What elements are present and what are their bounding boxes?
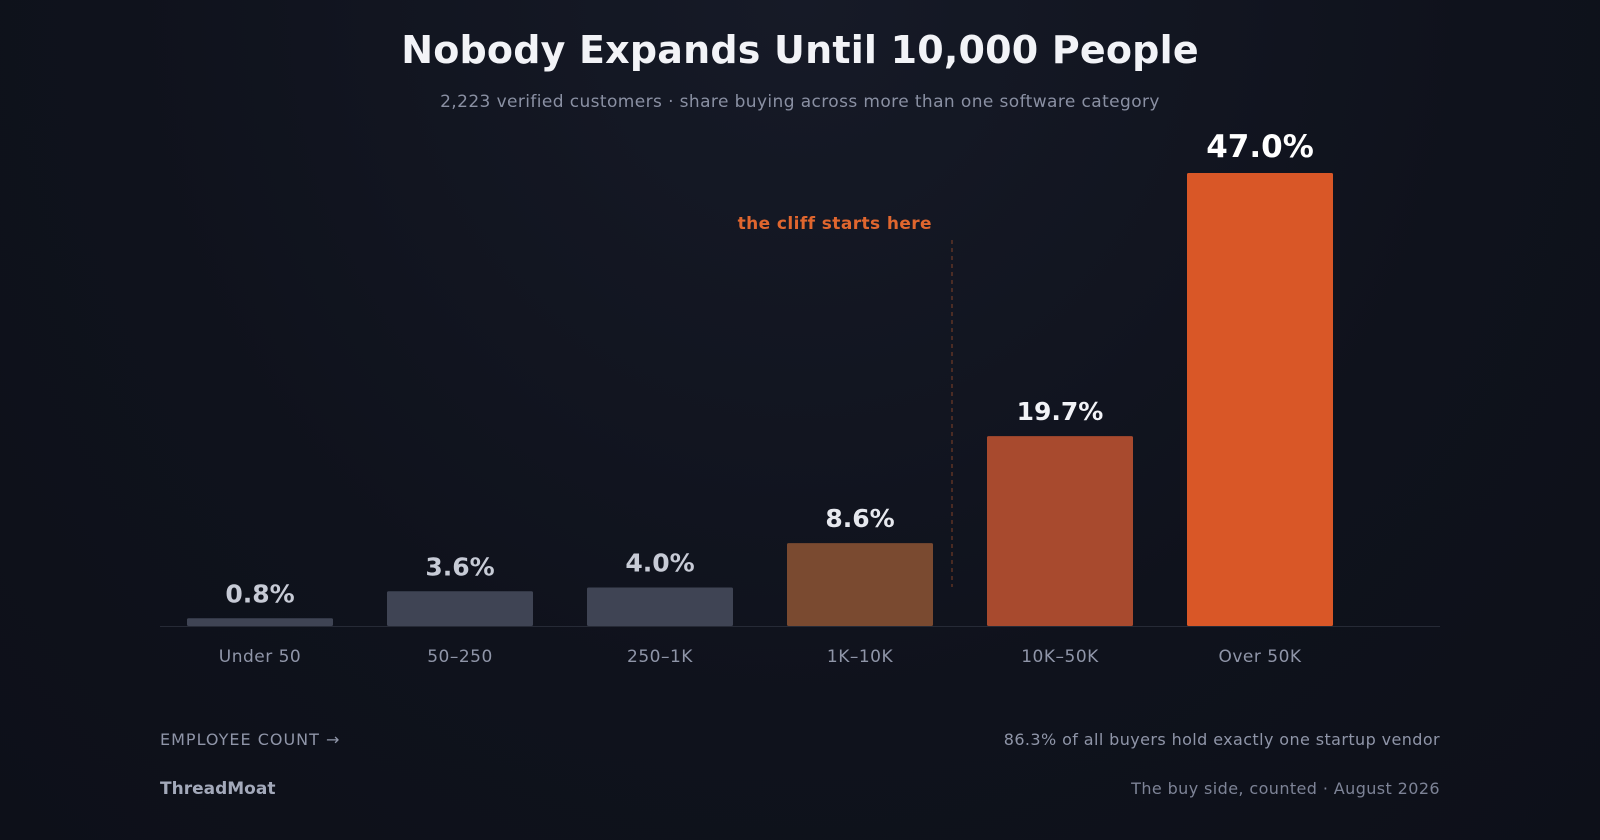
source-line: The buy side, counted · August 2026: [1131, 779, 1440, 798]
cliff-annotation: the cliff starts here: [738, 214, 932, 234]
bar-under-50: [187, 618, 333, 626]
data-label: 3.6%: [425, 552, 494, 581]
x-tick-label: 250–1K: [627, 647, 693, 667]
bar-10k-50k: [987, 436, 1133, 626]
data-label: 4.0%: [625, 548, 694, 577]
x-tick-label: 1K–10K: [827, 647, 894, 667]
x-axis-caption: EMPLOYEE COUNT →: [160, 730, 341, 749]
bar-50-250: [387, 591, 533, 626]
x-tick-label: 50–250: [427, 647, 493, 667]
bar-250-1k: [587, 587, 733, 626]
bar-over-50k: [1187, 173, 1333, 626]
chart-subtitle: 2,223 verified customers · share buying …: [440, 92, 1160, 112]
data-label: 0.8%: [225, 579, 294, 608]
x-tick-label: Under 50: [219, 647, 302, 667]
x-tick-label: Over 50K: [1218, 647, 1301, 667]
footer-note: 86.3% of all buyers hold exactly one sta…: [1003, 730, 1440, 749]
bar-1k-10k: [787, 543, 933, 626]
brand-name: ThreadMoat: [160, 779, 276, 799]
data-label: 19.7%: [1017, 397, 1104, 426]
x-tick-label: 10K–50K: [1021, 647, 1099, 667]
chart-title: Nobody Expands Until 10,000 People: [401, 28, 1199, 72]
data-label: 47.0%: [1206, 129, 1314, 165]
data-label: 8.6%: [825, 504, 894, 533]
